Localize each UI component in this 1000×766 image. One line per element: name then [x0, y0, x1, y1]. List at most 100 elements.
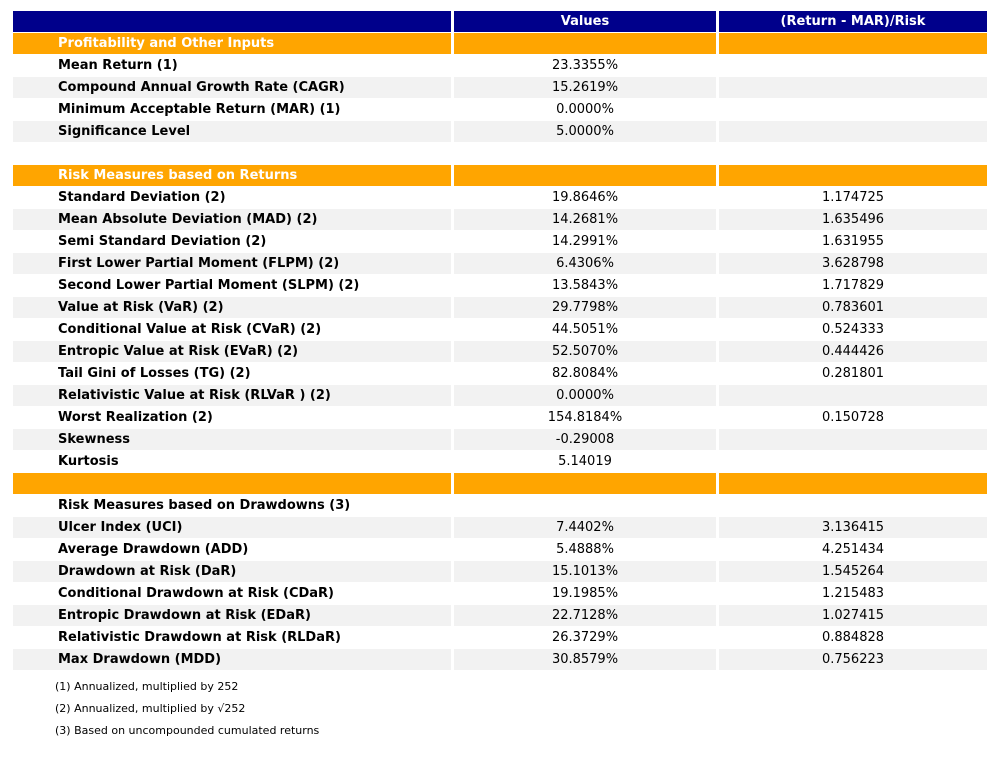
- footnote-1: (1) Annualized, multiplied by 252: [55, 680, 239, 693]
- metric-row: Entropic Drawdown at Risk (EDaR) 22.7128%…: [13, 605, 987, 626]
- risk-adjusted-value-cell: 1.174725: [821, 190, 885, 205]
- metric-label-cell: Relativistic Drawdown at Risk (RLDaR): [58, 630, 341, 645]
- risk-adjusted-value-cell: 1.027415: [719, 605, 987, 626]
- risk-adjusted-value-cell: 0.524333: [821, 322, 885, 337]
- risk-adjusted-value-cell: 3.628798: [719, 253, 987, 274]
- metric-label-cell: Second Lower Partial Moment (SLPM) (2): [58, 278, 360, 293]
- section-header-row: Profitability and Other Inputs: [13, 33, 987, 54]
- metric-label-cell: Risk Measures based on Drawdowns (3): [13, 495, 451, 516]
- risk-adjusted-value-cell: [719, 451, 987, 472]
- metric-row: Compound Annual Growth Rate (CAGR) 15.261…: [13, 77, 987, 98]
- metric-value-cell: 13.5843%: [551, 278, 619, 293]
- metric-row: Mean Return (1) 23.3355%: [13, 55, 987, 76]
- metric-row: Conditional Drawdown at Risk (CDaR) 19.19…: [13, 583, 987, 604]
- risk-adjusted-value-cell: [719, 429, 987, 450]
- metric-value-cell: 19.1985%: [551, 586, 619, 601]
- risk-adjusted-value-cell: [719, 33, 987, 54]
- risk-adjusted-value-cell: 1.215483: [821, 586, 885, 601]
- footnote-2: (2) Annualized, multiplied by √252: [55, 702, 246, 715]
- col-header-values: Values: [454, 11, 716, 32]
- metric-value-cell: 26.3729%: [551, 630, 619, 645]
- metric-label-cell: Max Drawdown (MDD): [13, 649, 451, 670]
- metric-label-cell: Drawdown at Risk (DaR): [13, 561, 451, 582]
- section-header-row: [13, 473, 987, 494]
- risk-adjusted-value-cell: [719, 495, 987, 516]
- metric-row: Conditional Value at Risk (CVaR) (2) 44.5…: [13, 319, 987, 340]
- metric-row: First Lower Partial Moment (FLPM) (2) 6.4…: [13, 253, 987, 274]
- metric-row: Worst Realization (2) 154.8184% 0.150728: [13, 407, 987, 428]
- metric-label-cell: Tail Gini of Losses (TG) (2): [58, 366, 251, 381]
- metric-value-cell: 154.8184%: [547, 410, 623, 425]
- metric-label-cell: Standard Deviation (2): [58, 190, 226, 205]
- metric-row: Tail Gini of Losses (TG) (2) 82.8084% 0.28…: [13, 363, 987, 384]
- risk-adjusted-value-cell: 0.281801: [821, 366, 885, 381]
- metric-label-cell: Risk Measures based on Returns: [13, 165, 451, 186]
- metric-row: Kurtosis 5.14019: [13, 451, 987, 472]
- metric-value-cell: 5.4888%: [556, 542, 614, 557]
- metric-value-cell: 29.7798%: [454, 297, 716, 318]
- metric-row: Significance Level 5.0000%: [13, 121, 987, 142]
- metric-value-cell: 15.2619%: [454, 77, 716, 98]
- metric-label-cell: Kurtosis: [58, 454, 119, 469]
- metric-value-cell: 23.3355%: [551, 58, 619, 73]
- metric-label-cell: Average Drawdown (ADD): [58, 542, 249, 557]
- metric-row: Drawdown at Risk (DaR) 15.1013% 1.545264: [13, 561, 987, 582]
- metric-row: Entropic Value at Risk (EVaR) (2) 52.5070…: [13, 341, 987, 362]
- section-header-row: Risk Measures based on Returns: [13, 165, 987, 186]
- metric-row: Value at Risk (VaR) (2) 29.7798% 0.783601: [13, 297, 987, 318]
- metric-row: Mean Absolute Deviation (MAD) (2) 14.2681…: [13, 209, 987, 230]
- metric-value-cell: 7.4402%: [454, 517, 716, 538]
- metric-value-cell: 0.0000%: [454, 385, 716, 406]
- metric-row: Semi Standard Deviation (2) 14.2991% 1.631…: [13, 231, 987, 252]
- metric-value-cell: [454, 495, 716, 516]
- col-header-return-mar-risk: (Return - MAR)/Risk: [719, 11, 987, 32]
- metric-label-cell: Compound Annual Growth Rate (CAGR): [13, 77, 451, 98]
- risk-adjusted-value-cell: [719, 55, 987, 76]
- metric-value-cell: 82.8084%: [551, 366, 619, 381]
- metric-label-cell: Relativistic Value at Risk (RLVaR ) (2): [13, 385, 451, 406]
- metric-label-cell: Conditional Value at Risk (CVaR) (2): [58, 322, 322, 337]
- risk-adjusted-value-cell: [719, 385, 987, 406]
- metric-value-cell: 5.0000%: [454, 121, 716, 142]
- risk-report-table: Values (Return - MAR)/Risk Profitability…: [10, 10, 990, 671]
- metric-label-cell: Value at Risk (VaR) (2): [13, 297, 451, 318]
- metric-label-cell: First Lower Partial Moment (FLPM) (2): [13, 253, 451, 274]
- metric-label-cell: Entropic Value at Risk (EVaR) (2): [13, 341, 451, 362]
- risk-adjusted-value-cell: [719, 473, 987, 494]
- metric-label-cell: Mean Return (1): [58, 58, 178, 73]
- metric-label-cell: [13, 473, 451, 494]
- metric-value-cell: [454, 473, 716, 494]
- metric-value-cell: 44.5051%: [551, 322, 619, 337]
- col-header-metric: [13, 11, 451, 32]
- risk-adjusted-value-cell: 4.251434: [821, 542, 885, 557]
- metric-label-cell: Profitability and Other Inputs: [13, 33, 451, 54]
- risk-adjusted-value-cell: 1.545264: [719, 561, 987, 582]
- metric-row: Relativistic Drawdown at Risk (RLDaR) 26.…: [13, 627, 987, 648]
- metric-label-cell: [13, 143, 451, 164]
- risk-adjusted-value-cell: 0.150728: [821, 410, 885, 425]
- metric-value-cell: 19.8646%: [551, 190, 619, 205]
- metric-value-cell: 52.5070%: [454, 341, 716, 362]
- risk-adjusted-value-cell: 0.756223: [719, 649, 987, 670]
- metric-value-cell: 30.8579%: [454, 649, 716, 670]
- metric-row: Max Drawdown (MDD) 30.8579% 0.756223: [13, 649, 987, 670]
- metric-label-cell: Mean Absolute Deviation (MAD) (2): [13, 209, 451, 230]
- metric-value-cell: 22.7128%: [454, 605, 716, 626]
- table-header-row: Values (Return - MAR)/Risk: [13, 11, 987, 32]
- metric-row: Skewness -0.29008: [13, 429, 987, 450]
- footnotes: (1) Annualized, multiplied by 252 (2) An…: [55, 676, 990, 742]
- risk-adjusted-value-cell: [719, 77, 987, 98]
- metric-value-cell: [454, 33, 716, 54]
- metric-value-cell: 15.1013%: [454, 561, 716, 582]
- metric-value-cell: [454, 143, 716, 164]
- risk-adjusted-value-cell: [719, 121, 987, 142]
- metric-label-cell: Conditional Drawdown at Risk (CDaR): [58, 586, 334, 601]
- risk-adjusted-value-cell: 1.717829: [821, 278, 885, 293]
- metric-row: Average Drawdown (ADD) 5.4888% 4.251434: [13, 539, 987, 560]
- metric-label-cell: Ulcer Index (UCI): [13, 517, 451, 538]
- risk-adjusted-value-cell: 1.635496: [719, 209, 987, 230]
- metric-label-cell: Worst Realization (2): [58, 410, 213, 425]
- risk-adjusted-value-cell: 0.444426: [719, 341, 987, 362]
- metric-row: Second Lower Partial Moment (SLPM) (2) 13…: [13, 275, 987, 296]
